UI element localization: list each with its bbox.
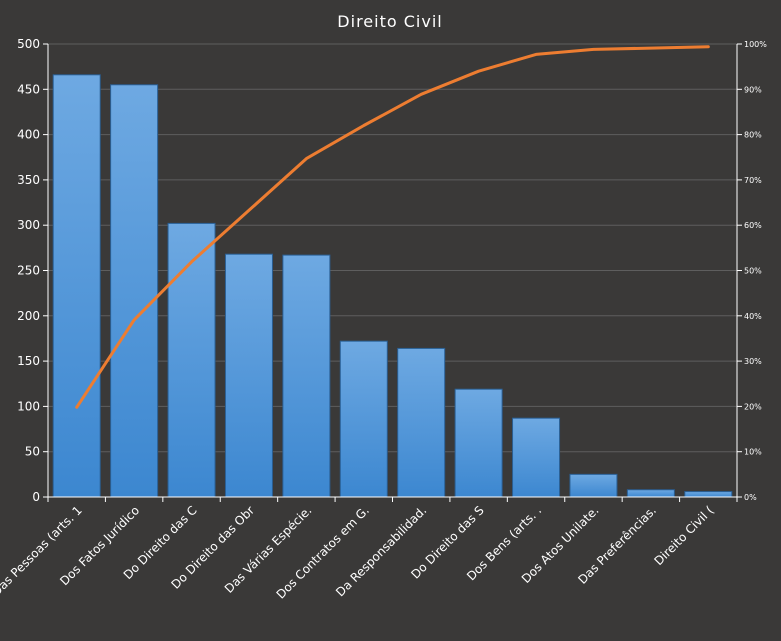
bar <box>397 347 446 498</box>
right-axis: 0% 10% 20% 30% 40% 50% 60% 70% 80% 90% 100% <box>736 40 767 502</box>
right-tick-label: 0% <box>744 493 757 502</box>
left-tick-label: 200 <box>17 309 40 323</box>
chart-title: Direito Civil <box>337 12 442 31</box>
right-tick-label: 70% <box>744 176 762 185</box>
category-label: Direito Civil ( <box>651 503 716 568</box>
right-tick-label: 30% <box>744 357 762 366</box>
bar <box>339 340 388 498</box>
bar <box>684 491 733 498</box>
bar <box>110 84 159 498</box>
left-tick-label: 0 <box>32 490 40 504</box>
bar <box>52 74 101 498</box>
right-tick-label: 60% <box>744 221 762 230</box>
bar <box>512 417 561 498</box>
left-tick-label: 450 <box>17 82 40 96</box>
cumulative-percentage-line <box>75 45 710 409</box>
left-tick-label: 300 <box>17 218 40 232</box>
left-tick-label: 400 <box>17 128 40 142</box>
right-tick-label: 90% <box>744 85 762 94</box>
left-tick-label: 150 <box>17 354 40 368</box>
bar <box>282 254 331 498</box>
bar <box>454 388 503 498</box>
right-tick-label: 10% <box>744 448 762 457</box>
bar <box>224 253 273 498</box>
left-axis: 0 50 100 150 200 250 300 350 400 450 500 <box>17 37 49 504</box>
bar <box>569 473 618 498</box>
bar-series <box>52 74 733 498</box>
left-tick-label: 50 <box>25 445 40 459</box>
left-tick-label: 250 <box>17 264 40 278</box>
right-tick-label: 80% <box>744 131 762 140</box>
bar <box>167 222 216 498</box>
right-tick-label: 50% <box>744 267 762 276</box>
gridlines <box>48 43 737 453</box>
category-label: Das Pessoas (arts. 1 <box>0 503 85 599</box>
left-tick-label: 100 <box>17 399 40 413</box>
bar <box>626 489 675 498</box>
right-tick-label: 40% <box>744 312 762 321</box>
right-tick-label: 100% <box>744 40 767 49</box>
cumulative-line-series <box>75 45 710 409</box>
category-label: Dos Contratos em G. <box>274 503 372 601</box>
left-tick-label: 350 <box>17 173 40 187</box>
right-tick-label: 20% <box>744 402 762 411</box>
left-tick-label: 500 <box>17 37 40 51</box>
